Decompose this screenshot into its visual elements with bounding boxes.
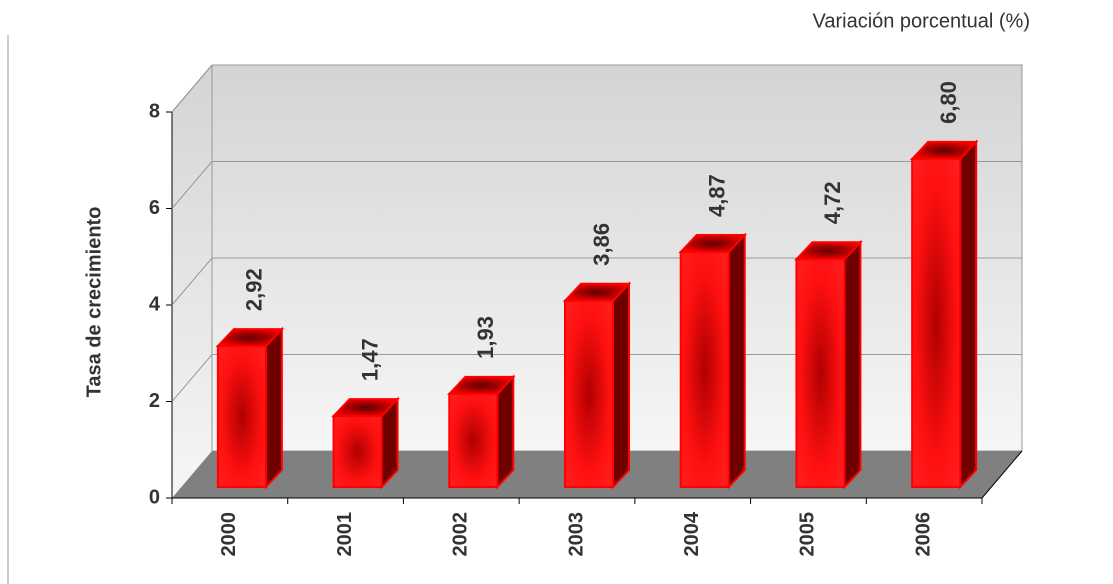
- y-tick-label: 2: [149, 390, 160, 412]
- y-tick-label: 0: [149, 486, 160, 508]
- grid-line: [171, 161, 213, 209]
- bar: [794, 239, 863, 490]
- bar-front: [332, 415, 383, 489]
- bar: [331, 396, 400, 490]
- bar-front: [679, 251, 730, 488]
- y-tick-label: 8: [149, 100, 160, 122]
- bar-front: [448, 392, 499, 488]
- value-label: 1,93: [473, 316, 498, 359]
- bar: [909, 139, 979, 490]
- bar-front: [216, 345, 267, 488]
- value-label: 6,80: [936, 81, 961, 124]
- value-label: 3,86: [589, 223, 614, 266]
- x-tick-label: 2006: [912, 512, 934, 557]
- bar-front: [564, 299, 614, 488]
- bar: [562, 281, 632, 490]
- value-label: 1,47: [357, 338, 382, 381]
- y-tick-label: 6: [149, 197, 160, 219]
- value-label: 4,72: [820, 181, 845, 224]
- bar: [678, 232, 748, 490]
- y-axis-label: Tasa de crecimiento: [83, 207, 105, 398]
- bar-side: [843, 239, 862, 490]
- value-label: 4,87: [705, 174, 730, 217]
- bar: [446, 374, 516, 490]
- x-tick-label: 2001: [334, 512, 356, 557]
- x-tick-label: 2004: [681, 511, 703, 556]
- bar-side: [727, 232, 746, 490]
- grid-line: [171, 64, 213, 113]
- bar-front: [795, 258, 846, 489]
- x-tick-label: 2002: [450, 512, 472, 557]
- x-tick-label: 2003: [565, 512, 587, 557]
- bar-front: [911, 157, 962, 488]
- bar: [215, 326, 285, 490]
- value-label: 2,92: [242, 268, 267, 311]
- x-tick-label: 2005: [797, 512, 819, 557]
- bar-side: [612, 281, 630, 490]
- grid-line: [171, 257, 213, 306]
- grid-line: [171, 354, 213, 402]
- bar-side: [959, 139, 978, 490]
- floor-edge: [981, 450, 1023, 499]
- x-tick-label: 2000: [218, 512, 240, 557]
- y-tick-label: 4: [149, 293, 161, 315]
- bar-side: [496, 374, 515, 490]
- bar-side: [264, 326, 283, 490]
- chart-title: Variación porcentual (%): [812, 10, 1030, 32]
